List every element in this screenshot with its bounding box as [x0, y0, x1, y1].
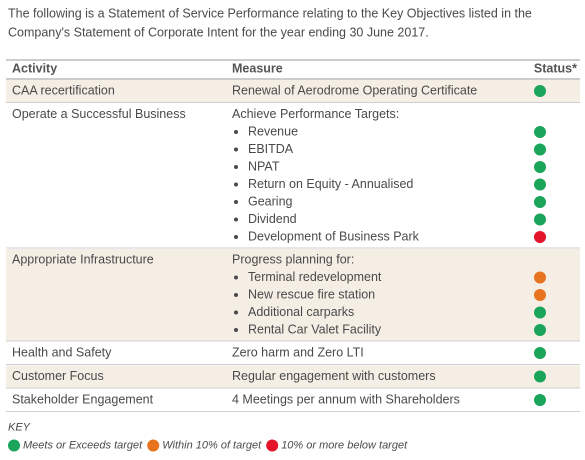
status-dot — [534, 394, 546, 406]
bullet — [234, 235, 238, 239]
status-dot — [534, 161, 546, 173]
status-dot — [534, 143, 546, 156]
activity: Customer Focus — [12, 369, 104, 383]
measure: 4 Meetings per annum with Shareholders — [232, 392, 460, 406]
bullet — [234, 310, 238, 315]
key-dot — [147, 439, 160, 452]
measure-item: Revenue — [248, 124, 298, 138]
measure-item: NPAT — [248, 159, 280, 173]
measure-item: Terminal redevelopment — [248, 270, 382, 284]
key-label: Within 10% of target — [162, 439, 262, 451]
measure-item: EBITDA — [248, 142, 294, 156]
key-dot — [8, 439, 20, 452]
bullet — [234, 147, 238, 152]
key-label: Meets or Exceeds target — [23, 439, 143, 451]
measure: Progress planning for: — [232, 252, 354, 266]
bullet — [234, 328, 238, 332]
measure-item: New rescue fire station — [248, 287, 375, 301]
row-background — [6, 342, 580, 364]
header-cell: Activity — [12, 61, 57, 75]
intro-line: Company's Statement of Corporate Intent … — [8, 25, 429, 39]
measure: Regular engagement with customers — [232, 369, 436, 383]
bullet — [234, 217, 238, 222]
measure: Renewal of Aerodrome Operating Certifica… — [232, 83, 477, 97]
status-dot — [534, 85, 546, 97]
status-dot — [534, 306, 546, 319]
row-background — [6, 249, 580, 341]
row-background — [6, 365, 580, 388]
activity: Stakeholder Engagement — [12, 392, 154, 406]
activity: Appropriate Infrastructure — [12, 252, 154, 266]
measure-item: Rental Car Valet Facility — [248, 322, 382, 336]
status-dot — [534, 178, 546, 191]
row-background — [6, 103, 580, 248]
status-dot — [534, 271, 546, 284]
bullet — [234, 182, 238, 187]
activity: CAA recertification — [12, 83, 115, 97]
activity: Operate a Successful Business — [12, 107, 186, 121]
status-dot — [534, 324, 546, 336]
status-dot — [534, 231, 546, 243]
bullet — [234, 293, 238, 297]
bullet — [234, 165, 238, 169]
intro-line: The following is a Statement of Service … — [8, 6, 532, 20]
header-cell: Measure — [232, 61, 283, 75]
status-dot — [534, 370, 546, 383]
measure: Zero harm and Zero LTI — [232, 345, 364, 359]
header-cell: Status* — [534, 61, 577, 75]
measure-item: Gearing — [248, 194, 293, 208]
measure-item: Additional carparks — [248, 305, 354, 319]
status-dot — [534, 196, 546, 208]
key-title: KEY — [8, 421, 31, 433]
bullet — [234, 130, 238, 134]
status-dot — [534, 213, 546, 226]
bullet — [234, 275, 238, 280]
measure: Achieve Performance Targets: — [232, 107, 399, 121]
status-dot — [534, 126, 546, 138]
key-dot — [266, 439, 279, 452]
key-label: 10% or more below target — [281, 439, 408, 451]
status-dot — [534, 289, 546, 301]
row-background — [6, 389, 580, 411]
status-dot — [534, 347, 546, 359]
row-background — [6, 80, 580, 102]
activity: Health and Safety — [12, 345, 112, 359]
measure-item: Return on Equity - Annualised — [248, 177, 413, 191]
bullet — [234, 200, 238, 204]
measure-item: Dividend — [248, 212, 297, 226]
measure-item: Development of Business Park — [248, 229, 420, 243]
